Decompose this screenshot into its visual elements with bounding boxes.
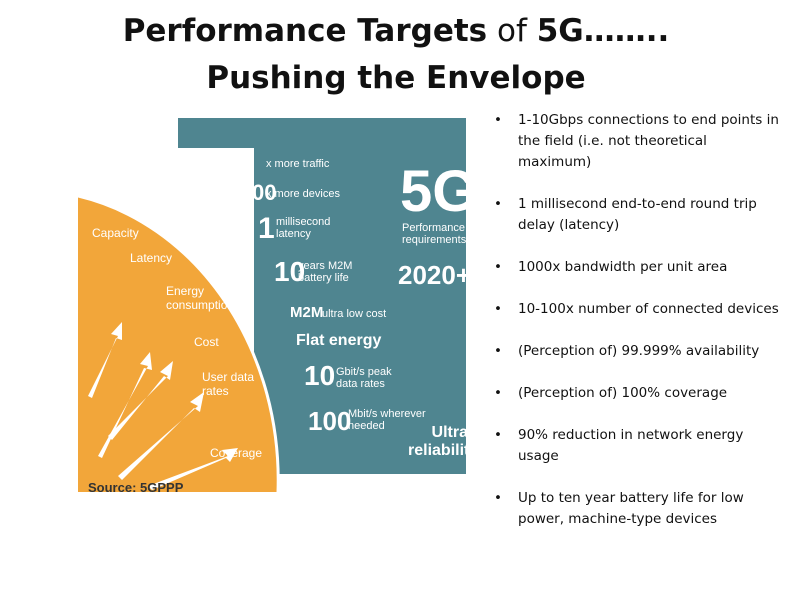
energy-label: Energy consumption bbox=[166, 284, 235, 312]
list-item: • 90% reduction in network energy usage bbox=[494, 427, 744, 464]
wherever-value: 100 bbox=[308, 406, 352, 436]
targets-list: • 1-10Gbps connections to end points in t… bbox=[492, 110, 782, 551]
traffic-value: 10000 bbox=[186, 150, 248, 175]
latency-label: Latency bbox=[130, 251, 173, 265]
infographic-panel-top bbox=[178, 118, 278, 148]
list-item: • 1 millisecond end-to-end round trip del… bbox=[494, 196, 757, 233]
list-item: • 1-10Gbps connections to end points in t… bbox=[494, 112, 779, 170]
peak-rate-desc: Gbit/s peak data rates bbox=[336, 366, 392, 390]
latency-value: 1 bbox=[258, 212, 275, 245]
m2m-desc: ultra low cost bbox=[322, 308, 387, 320]
latency-desc: millisecond latency bbox=[276, 216, 331, 240]
m2m-value: M2M bbox=[290, 304, 324, 321]
list-item: • (Perception of) 100% coverage bbox=[494, 385, 728, 401]
flat-energy: Flat energy bbox=[296, 332, 382, 349]
wherever-desc: Mbit/s wherever needed bbox=[348, 408, 426, 432]
battery-value: 10 bbox=[274, 256, 306, 287]
5g-infographic: Limits Capacity Latency Energy consumpti… bbox=[78, 118, 478, 500]
devices-label: x more devices bbox=[266, 188, 340, 200]
list-item: • (Perception of) 99.999% availability bbox=[494, 343, 760, 359]
5g-brand: 5G bbox=[400, 159, 478, 224]
infographic-panel bbox=[254, 118, 466, 474]
user-rates-label: User data rates bbox=[202, 370, 255, 398]
capability-arc: Limits bbox=[78, 194, 280, 492]
list-item: • 1000x bandwidth per unit area bbox=[494, 259, 728, 275]
list-item: • Up to ten year battery life for low pow… bbox=[494, 490, 744, 527]
list-item: • 10-100x number of connected devices bbox=[494, 301, 779, 317]
perf-requirements: Performance requirements bbox=[402, 222, 467, 246]
page-title: Performance Targets of 5G…….. Pushing th… bbox=[122, 13, 670, 96]
cost-label: Cost bbox=[194, 335, 219, 349]
peak-rate-value: 10 bbox=[304, 360, 336, 391]
coverage-label: Coverage bbox=[210, 446, 263, 460]
target-year: 2020+ bbox=[398, 260, 472, 290]
source-caption: Source: 5GPPP bbox=[88, 480, 184, 495]
capacity-label: Capacity bbox=[92, 226, 139, 240]
ultra-reliability: Ultra reliability bbox=[408, 424, 479, 459]
devices-value: 10-100 bbox=[208, 180, 277, 205]
traffic-label: x more traffic bbox=[266, 158, 330, 170]
battery-desc: years M2M battery life bbox=[298, 260, 353, 284]
